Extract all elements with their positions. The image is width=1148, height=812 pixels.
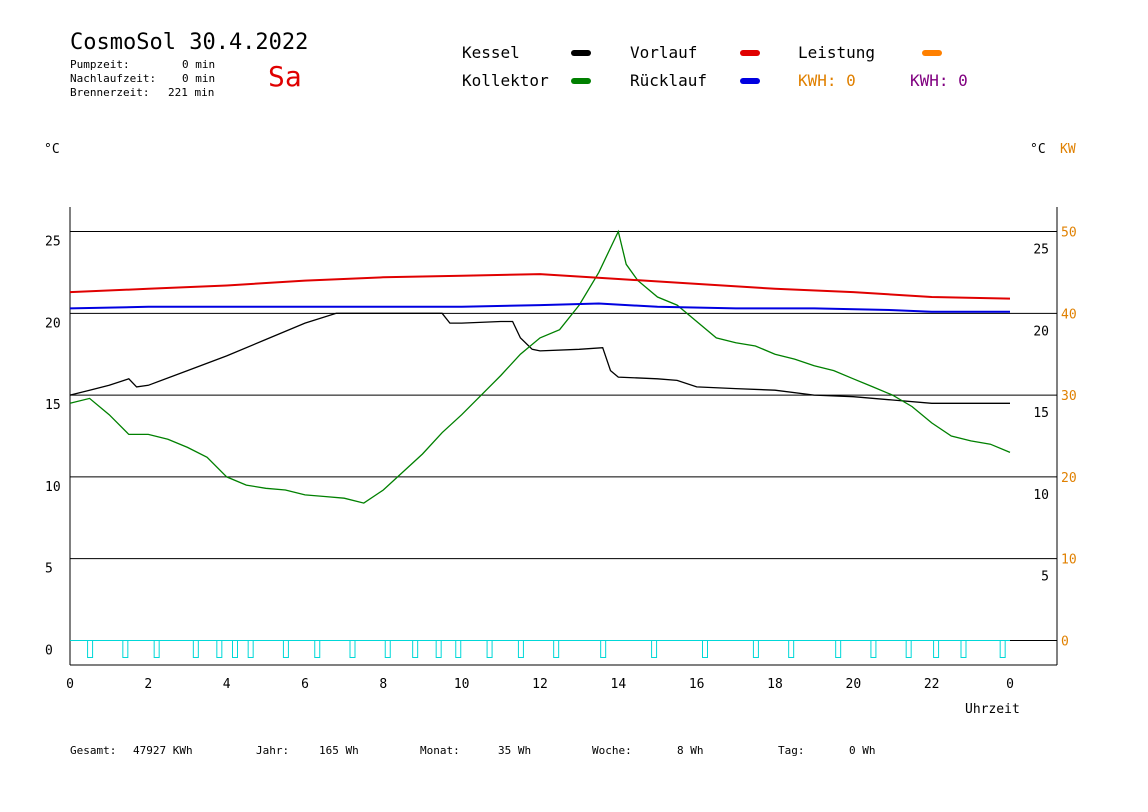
- right-kw-tick-label-0: 0: [1061, 634, 1069, 649]
- footer-tag-label: Tag:: [778, 744, 805, 757]
- pump-pulse-6: [247, 640, 254, 658]
- pump-pulse-22: [835, 640, 842, 658]
- pump-pulse-18: [651, 640, 658, 658]
- x-tick-label-3: 6: [301, 677, 309, 692]
- x-tick-label-1: 2: [144, 677, 152, 692]
- legend-leistung-swatch: [922, 50, 942, 56]
- legend-kollektor-label: Kollektor: [462, 71, 549, 90]
- pump-pulse-26: [960, 640, 967, 658]
- pump-pulse-4: [216, 640, 223, 658]
- left-tick-label-20: 20: [45, 316, 61, 331]
- pump-pulse-17: [600, 640, 607, 658]
- legend-leistung-label: Leistung: [798, 43, 876, 62]
- pump-pulse-2: [153, 640, 160, 658]
- weekday-label: Sa: [268, 60, 302, 93]
- stat-label-brennerzeit: Brennerzeit:: [70, 86, 150, 99]
- stat-value-pumpzeit: 0 min: [182, 58, 216, 71]
- left-tick-label-25: 25: [45, 235, 61, 250]
- stat-value-nachlaufzeit: 0 min: [182, 72, 216, 85]
- legend-vorlauf-swatch: [740, 50, 760, 56]
- stat-value-brennerzeit: 221 min: [168, 86, 215, 99]
- x-axis-label: Uhrzeit: [965, 702, 1020, 717]
- x-tick-label-2: 4: [223, 677, 231, 692]
- x-tick-label-5: 10: [454, 677, 470, 692]
- right-kw-tick-label-30: 30: [1061, 389, 1077, 404]
- pump-pulse-16: [553, 640, 560, 658]
- series-line-kessel: [69, 312, 1010, 404]
- stat-label-nachlaufzeit: Nachlaufzeit:: [70, 72, 157, 85]
- stat-label-pumpzeit: Pumpzeit:: [70, 58, 130, 71]
- pump-pulse-25: [933, 640, 940, 658]
- pump-pulse-20: [752, 640, 759, 658]
- series-line-kollektor: [69, 229, 1011, 504]
- pump-pulse-14: [486, 640, 493, 658]
- series-line-ruecklauf: [69, 302, 1010, 313]
- left-tick-label-5: 5: [45, 562, 53, 577]
- footer-woche-label: Woche:: [592, 744, 632, 757]
- footer-gesamt-value: 47927 KWh: [133, 744, 193, 757]
- legend-vorlauf-label: Vorlauf: [630, 43, 698, 62]
- pump-pulse-15: [517, 640, 524, 658]
- left-tick-label-0: 0: [45, 643, 53, 658]
- right-kw-tick-label-50: 50: [1061, 226, 1077, 241]
- left-tick-label-15: 15: [45, 398, 61, 413]
- pump-pulse-27: [999, 640, 1006, 658]
- pump-pulse-10: [384, 640, 391, 658]
- pump-pulse-11: [412, 640, 419, 658]
- x-tick-label-12: 0: [1006, 677, 1014, 692]
- legend-kessel-label: Kessel: [462, 43, 520, 62]
- legend-kwh-orange: KWH: 0: [798, 71, 856, 90]
- pump-pulse-3: [192, 640, 199, 658]
- right-c-tick-label-15: 15: [1033, 406, 1049, 421]
- right-axis-unit-c: °C: [1030, 142, 1046, 157]
- left-tick-label-10: 10: [45, 480, 61, 495]
- legend-ruecklauf-swatch: [740, 78, 760, 84]
- x-tick-label-11: 22: [924, 677, 940, 692]
- right-kw-tick-label-10: 10: [1061, 553, 1077, 568]
- legend-kwh-purple: KWH: 0: [910, 71, 968, 90]
- pump-pulse-9: [349, 640, 356, 658]
- right-c-tick-label-20: 20: [1033, 324, 1049, 339]
- x-tick-label-0: 0: [66, 677, 74, 692]
- pump-pulse-24: [905, 640, 912, 658]
- legend-kessel-swatch: [571, 50, 591, 56]
- pump-pulse-7: [282, 640, 289, 658]
- right-c-tick-label-25: 25: [1033, 243, 1049, 258]
- pump-pulse-8: [314, 640, 321, 658]
- x-tick-label-4: 8: [379, 677, 387, 692]
- legend-ruecklauf-label: Rücklauf: [630, 71, 708, 90]
- x-tick-label-9: 18: [767, 677, 783, 692]
- right-kw-tick-label-40: 40: [1061, 307, 1077, 322]
- footer-woche-value: 8 Wh: [677, 744, 704, 757]
- footer-jahr-value: 165 Wh: [319, 744, 359, 757]
- pump-pulse-5: [232, 640, 238, 658]
- left-axis-unit: °C: [44, 142, 60, 157]
- pump-pulse-13: [455, 640, 462, 658]
- pump-pulse-0: [87, 640, 94, 658]
- x-tick-label-10: 20: [846, 677, 862, 692]
- x-tick-label-6: 12: [532, 677, 548, 692]
- pump-pulse-12: [435, 640, 442, 658]
- footer-monat-label: Monat:: [420, 744, 460, 757]
- pump-pulse-23: [870, 640, 877, 658]
- right-axis-unit-kw: KW: [1060, 142, 1076, 157]
- footer-tag-value: 0 Wh: [849, 744, 876, 757]
- legend-kollektor-swatch: [571, 78, 591, 84]
- x-tick-label-7: 14: [611, 677, 627, 692]
- chart-title: CosmoSol 30.4.2022: [70, 30, 309, 55]
- right-kw-tick-label-20: 20: [1061, 471, 1077, 486]
- pump-pulse-1: [122, 640, 129, 658]
- right-c-tick-label-5: 5: [1041, 570, 1049, 585]
- pump-pulse-19: [702, 640, 708, 658]
- footer-monat-value: 35 Wh: [498, 744, 532, 757]
- footer-gesamt-label: Gesamt:: [70, 744, 117, 757]
- x-tick-label-8: 16: [689, 677, 705, 692]
- pump-pulse-21: [788, 640, 795, 658]
- right-c-tick-label-10: 10: [1033, 488, 1049, 503]
- footer-jahr-label: Jahr:: [256, 744, 290, 757]
- series-line-vorlauf: [69, 273, 1011, 300]
